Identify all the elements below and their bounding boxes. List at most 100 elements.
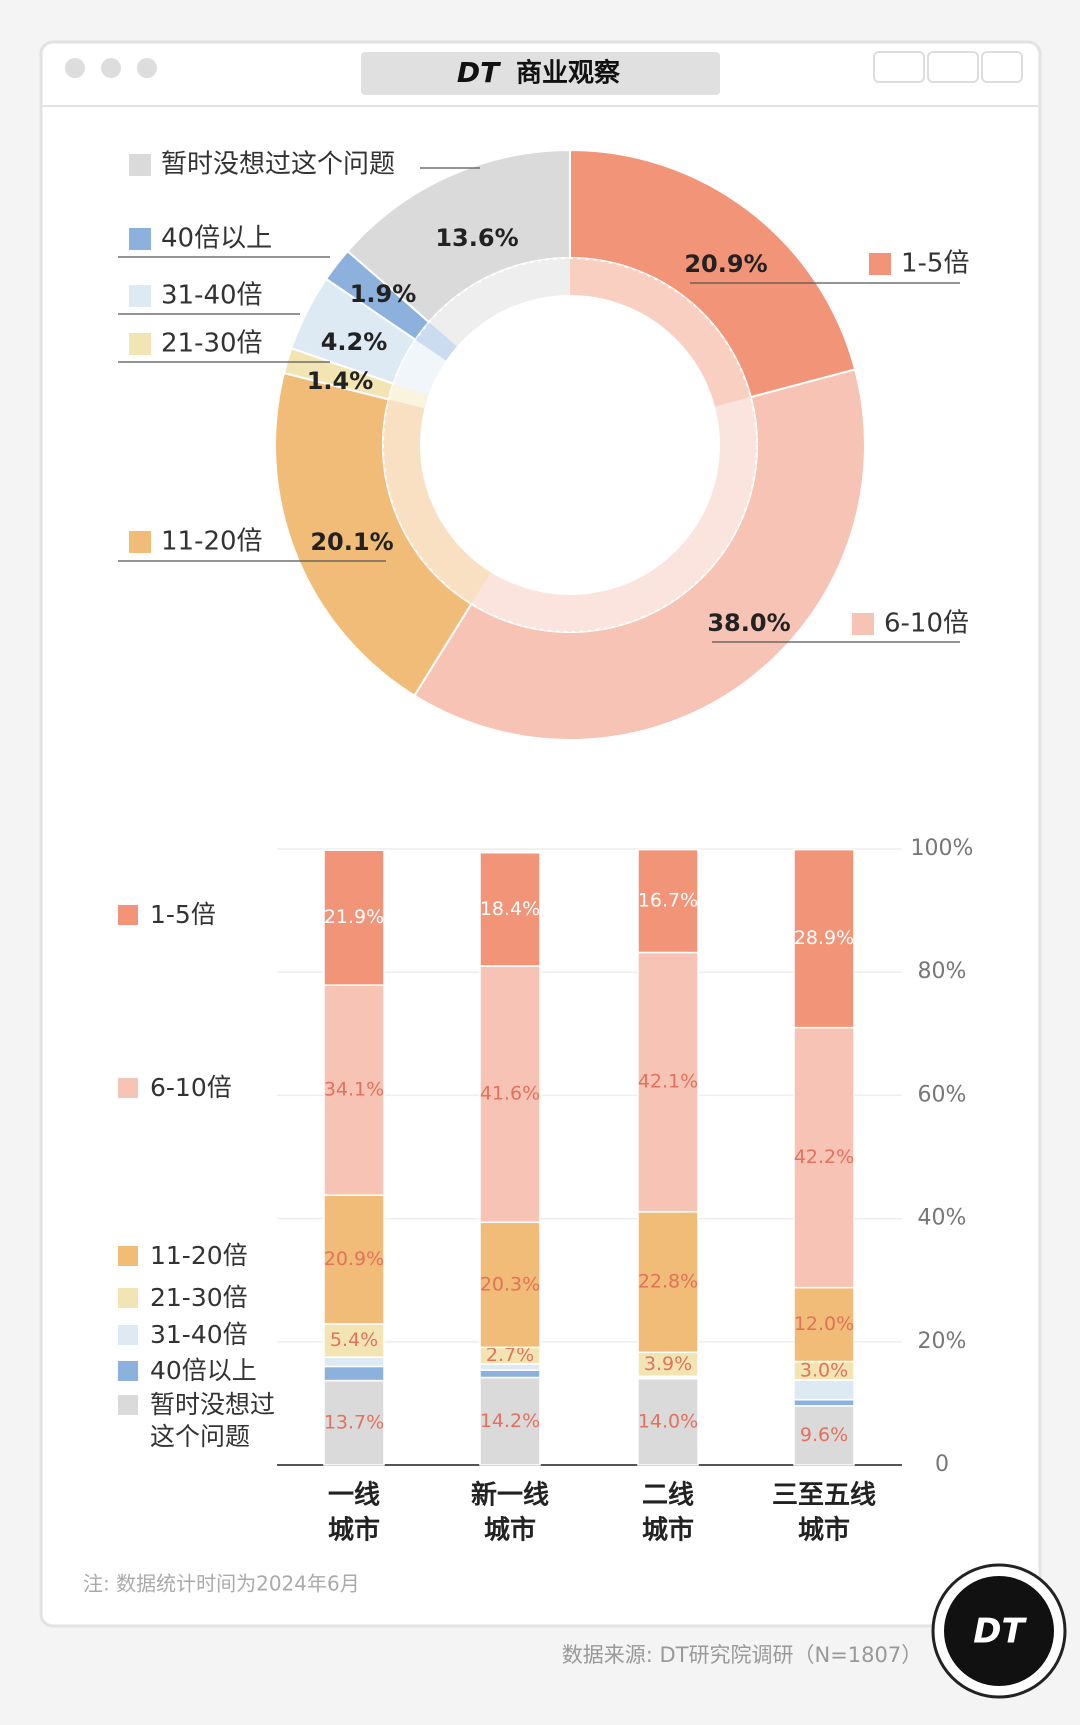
legend-label: 21-30倍 — [150, 1283, 248, 1312]
donut-value-label: 1.9% — [350, 280, 417, 308]
x-tick-label: 城市 — [484, 1515, 536, 1546]
bar-segment — [637, 848, 699, 954]
legend-label: 1-5倍 — [150, 900, 216, 929]
donut-inner-segment — [570, 258, 751, 407]
y-tick-label: 60% — [918, 1082, 967, 1107]
bar-segment — [793, 848, 855, 1029]
donut-inner-segment — [415, 322, 457, 361]
legend-label: 11-20倍 — [150, 1241, 248, 1270]
donut-value-label: 1.4% — [307, 367, 374, 395]
bar-value-label: 20.9% — [324, 1248, 384, 1270]
bar-value-label: 22.8% — [638, 1271, 698, 1293]
x-tick-label: 城市 — [798, 1515, 850, 1546]
badge-text: DT — [973, 1612, 1027, 1652]
bar-value-label: 3.9% — [644, 1353, 692, 1375]
legend-label: 6-10倍 — [884, 609, 969, 639]
x-tick-label: 城市 — [642, 1515, 694, 1546]
legend-swatch — [129, 154, 151, 176]
bar-segment — [637, 1211, 699, 1354]
legend-swatch — [118, 1325, 138, 1345]
bar-value-label: 34.1% — [324, 1079, 384, 1101]
x-tick-label: 城市 — [328, 1515, 380, 1546]
window-dot — [65, 58, 85, 78]
legend-swatch — [129, 333, 151, 355]
window-icon — [981, 51, 1023, 83]
y-tick-label: 80% — [918, 959, 967, 984]
window-icon — [873, 51, 925, 83]
bar-value-label: 18.4% — [480, 898, 540, 920]
donut-inner-segment — [393, 339, 447, 396]
bar-segment — [793, 1398, 855, 1407]
bar-value-label: 12.0% — [794, 1313, 854, 1335]
donut-value-label: 20.1% — [310, 528, 393, 556]
bar-segment — [793, 1379, 855, 1401]
bar-segment — [479, 851, 541, 967]
donut-dash — [382, 257, 758, 633]
legend-swatch — [118, 1246, 138, 1266]
x-tick-label: 三至五线 — [772, 1481, 876, 1511]
bar-value-label: 20.3% — [480, 1273, 540, 1295]
bar-segment — [479, 1369, 541, 1379]
window-dot — [137, 58, 157, 78]
bar-value-label: 28.9% — [794, 927, 854, 949]
bar-value-label: 14.0% — [638, 1410, 698, 1432]
legend-swatch — [869, 253, 891, 275]
legend-label: 1-5倍 — [901, 249, 969, 279]
donut-value-label: 38.0% — [707, 609, 790, 637]
legend-label: 40倍以上 — [161, 224, 272, 254]
bar-segment — [479, 1221, 541, 1349]
bar-segment — [793, 1026, 855, 1289]
header-title: 商业观察 — [516, 58, 621, 89]
legend-swatch — [129, 228, 151, 250]
bar-value-label: 5.4% — [330, 1329, 378, 1351]
legend-label: 6-10倍 — [150, 1073, 232, 1102]
legend-swatch — [129, 531, 151, 553]
donut-segment — [274, 371, 473, 698]
bar-segment — [323, 1356, 385, 1368]
legend-swatch — [118, 1078, 138, 1098]
legend-swatch — [118, 1288, 138, 1308]
bar-value-label: 42.2% — [794, 1146, 854, 1168]
bar-value-label: 13.7% — [324, 1411, 384, 1433]
legend-swatch — [118, 905, 138, 925]
x-tick-label: 一线 — [328, 1481, 380, 1511]
badge — [944, 1576, 1054, 1686]
bar-segment — [323, 1365, 385, 1382]
donut-inner-segment — [471, 397, 757, 633]
legend-swatch — [118, 1395, 138, 1415]
legend-swatch — [129, 285, 151, 307]
legend-label: 暂时没想过这个问题 — [150, 1390, 276, 1451]
header-logo: DT — [457, 56, 501, 89]
bar-segment — [637, 1351, 699, 1378]
legend-swatch — [118, 1361, 138, 1381]
header-bar — [361, 52, 720, 95]
bar-value-label: 9.6% — [800, 1424, 848, 1446]
window-icon — [927, 51, 979, 83]
legend-label: 31-40倍 — [161, 281, 263, 311]
bar-segment — [479, 1376, 541, 1466]
bar-value-label: 14.2% — [480, 1410, 540, 1432]
donut-value-label: 20.9% — [684, 250, 767, 278]
bar-segment — [323, 849, 385, 986]
bar-segment — [323, 1379, 385, 1466]
x-tick-label: 二线 — [642, 1481, 694, 1511]
legend-label: 暂时没想过这个问题 — [161, 150, 395, 180]
y-tick-label: 20% — [918, 1329, 967, 1354]
y-tick-label: 40% — [918, 1206, 967, 1231]
donut-value-label: 13.6% — [435, 224, 518, 252]
legend-swatch — [852, 613, 874, 635]
y-tick-label: 0 — [935, 1452, 949, 1477]
bar-segment — [479, 965, 541, 1224]
donut-value-label: 4.2% — [321, 328, 388, 356]
bar-value-label: 3.0% — [800, 1359, 848, 1381]
legend-label: 31-40倍 — [150, 1320, 248, 1349]
bar-value-label: 21.9% — [324, 906, 384, 928]
donut-inner-segment — [388, 383, 429, 409]
bar-value-label: 42.1% — [638, 1071, 698, 1093]
bar-value-label: 41.6% — [480, 1083, 540, 1105]
bar-segment — [323, 1194, 385, 1325]
legend-label: 21-30倍 — [161, 329, 263, 359]
bar-segment — [637, 951, 699, 1213]
